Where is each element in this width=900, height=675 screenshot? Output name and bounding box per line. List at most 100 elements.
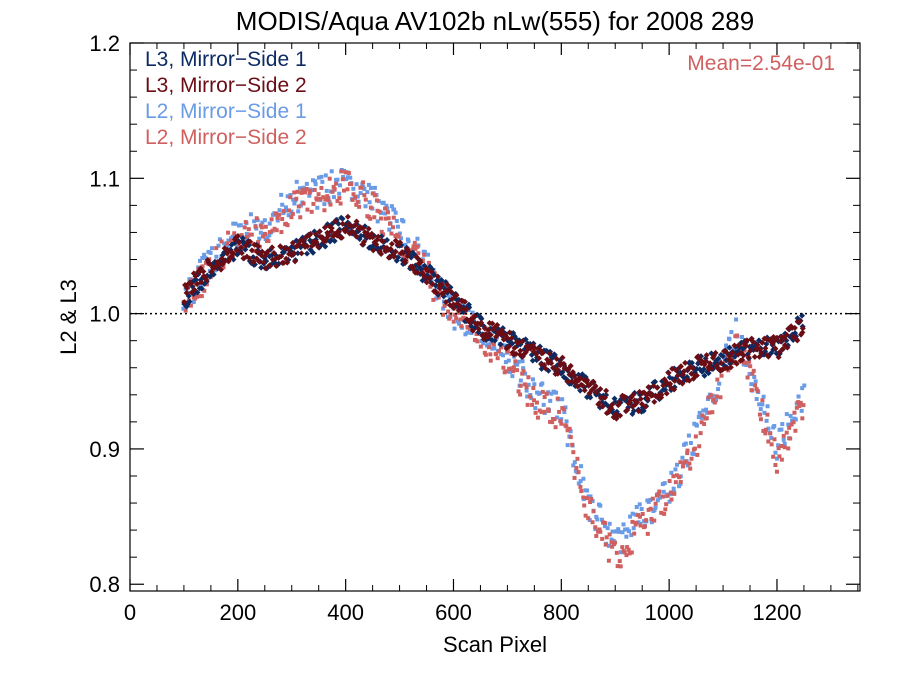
data-point xyxy=(428,268,435,275)
data-point xyxy=(689,365,696,372)
data-point xyxy=(337,183,342,188)
data-point xyxy=(467,326,472,331)
data-point xyxy=(743,337,750,344)
data-point xyxy=(677,363,684,370)
data-point xyxy=(624,534,629,539)
data-point xyxy=(757,412,762,417)
data-point xyxy=(481,341,486,346)
data-point xyxy=(488,352,493,357)
data-point xyxy=(334,181,339,186)
data-point xyxy=(415,244,420,249)
data-point xyxy=(252,219,257,224)
data-point xyxy=(792,410,797,415)
data-point xyxy=(714,398,719,403)
data-point xyxy=(281,209,286,214)
data-point xyxy=(286,213,291,218)
data-point xyxy=(775,354,782,361)
data-point xyxy=(546,408,551,413)
data-point xyxy=(214,246,219,251)
data-point xyxy=(292,258,299,265)
data-point xyxy=(222,258,229,265)
data-point xyxy=(618,550,623,555)
data-point xyxy=(377,209,382,214)
data-point xyxy=(385,254,392,261)
data-point xyxy=(262,265,269,272)
data-point xyxy=(260,259,267,266)
data-point xyxy=(181,306,186,311)
data-point xyxy=(325,232,332,239)
data-point xyxy=(578,484,583,489)
data-point xyxy=(383,211,388,216)
data-point xyxy=(672,491,677,496)
data-point xyxy=(665,369,672,376)
data-point xyxy=(727,337,732,342)
data-point xyxy=(434,296,439,301)
data-point xyxy=(375,219,380,224)
data-point xyxy=(602,524,607,529)
data-point xyxy=(700,413,705,418)
data-point xyxy=(685,448,690,453)
data-point xyxy=(421,273,428,280)
data-point xyxy=(346,170,351,175)
data-point xyxy=(548,360,555,367)
data-point xyxy=(388,240,395,247)
data-point xyxy=(777,338,784,345)
data-point xyxy=(751,368,756,373)
data-point xyxy=(351,192,356,197)
data-point xyxy=(389,231,394,236)
data-point xyxy=(316,228,323,235)
data-point xyxy=(365,225,372,232)
data-point xyxy=(680,455,685,460)
data-point xyxy=(765,404,770,409)
data-point xyxy=(279,192,284,197)
data-point xyxy=(558,419,563,424)
data-point xyxy=(496,349,501,354)
data-point xyxy=(505,349,510,354)
data-point xyxy=(779,427,784,432)
data-point xyxy=(299,190,304,195)
data-point xyxy=(505,343,512,350)
data-point xyxy=(652,507,657,512)
data-point xyxy=(626,547,631,552)
data-point xyxy=(607,532,612,537)
data-point xyxy=(444,281,451,288)
data-point xyxy=(600,536,605,541)
data-point xyxy=(447,316,452,321)
data-point xyxy=(799,329,806,336)
data-point xyxy=(652,518,657,523)
data-point xyxy=(642,524,647,529)
data-point xyxy=(400,250,407,257)
legend-entry-4: L2, Mirror−Side 2 xyxy=(145,126,307,149)
data-point xyxy=(760,398,765,403)
data-point xyxy=(497,341,504,348)
data-point xyxy=(520,359,525,364)
data-point xyxy=(613,415,620,422)
data-point xyxy=(662,481,667,486)
x-tick-label: 1000 xyxy=(645,600,694,625)
data-point xyxy=(397,231,402,236)
data-point xyxy=(459,324,464,329)
data-point xyxy=(236,239,243,246)
data-point xyxy=(509,340,516,347)
data-point xyxy=(800,386,805,391)
data-point xyxy=(216,261,223,268)
data-point xyxy=(417,259,424,266)
data-point xyxy=(645,384,652,391)
data-point xyxy=(313,179,318,184)
data-point xyxy=(535,355,542,362)
y-tick-label: 1.1 xyxy=(89,166,120,191)
data-point xyxy=(393,210,398,215)
data-point xyxy=(688,441,693,446)
data-point xyxy=(570,442,575,447)
data-point xyxy=(699,415,704,420)
data-point xyxy=(274,211,279,216)
data-point xyxy=(722,355,727,360)
data-point xyxy=(251,241,258,248)
data-point xyxy=(715,355,722,362)
data-point xyxy=(786,422,791,427)
data-point xyxy=(548,398,553,403)
data-point xyxy=(562,410,567,415)
data-point xyxy=(387,246,394,253)
data-point xyxy=(634,520,639,525)
legend-entry-2: L3, Mirror−Side 2 xyxy=(145,74,307,97)
